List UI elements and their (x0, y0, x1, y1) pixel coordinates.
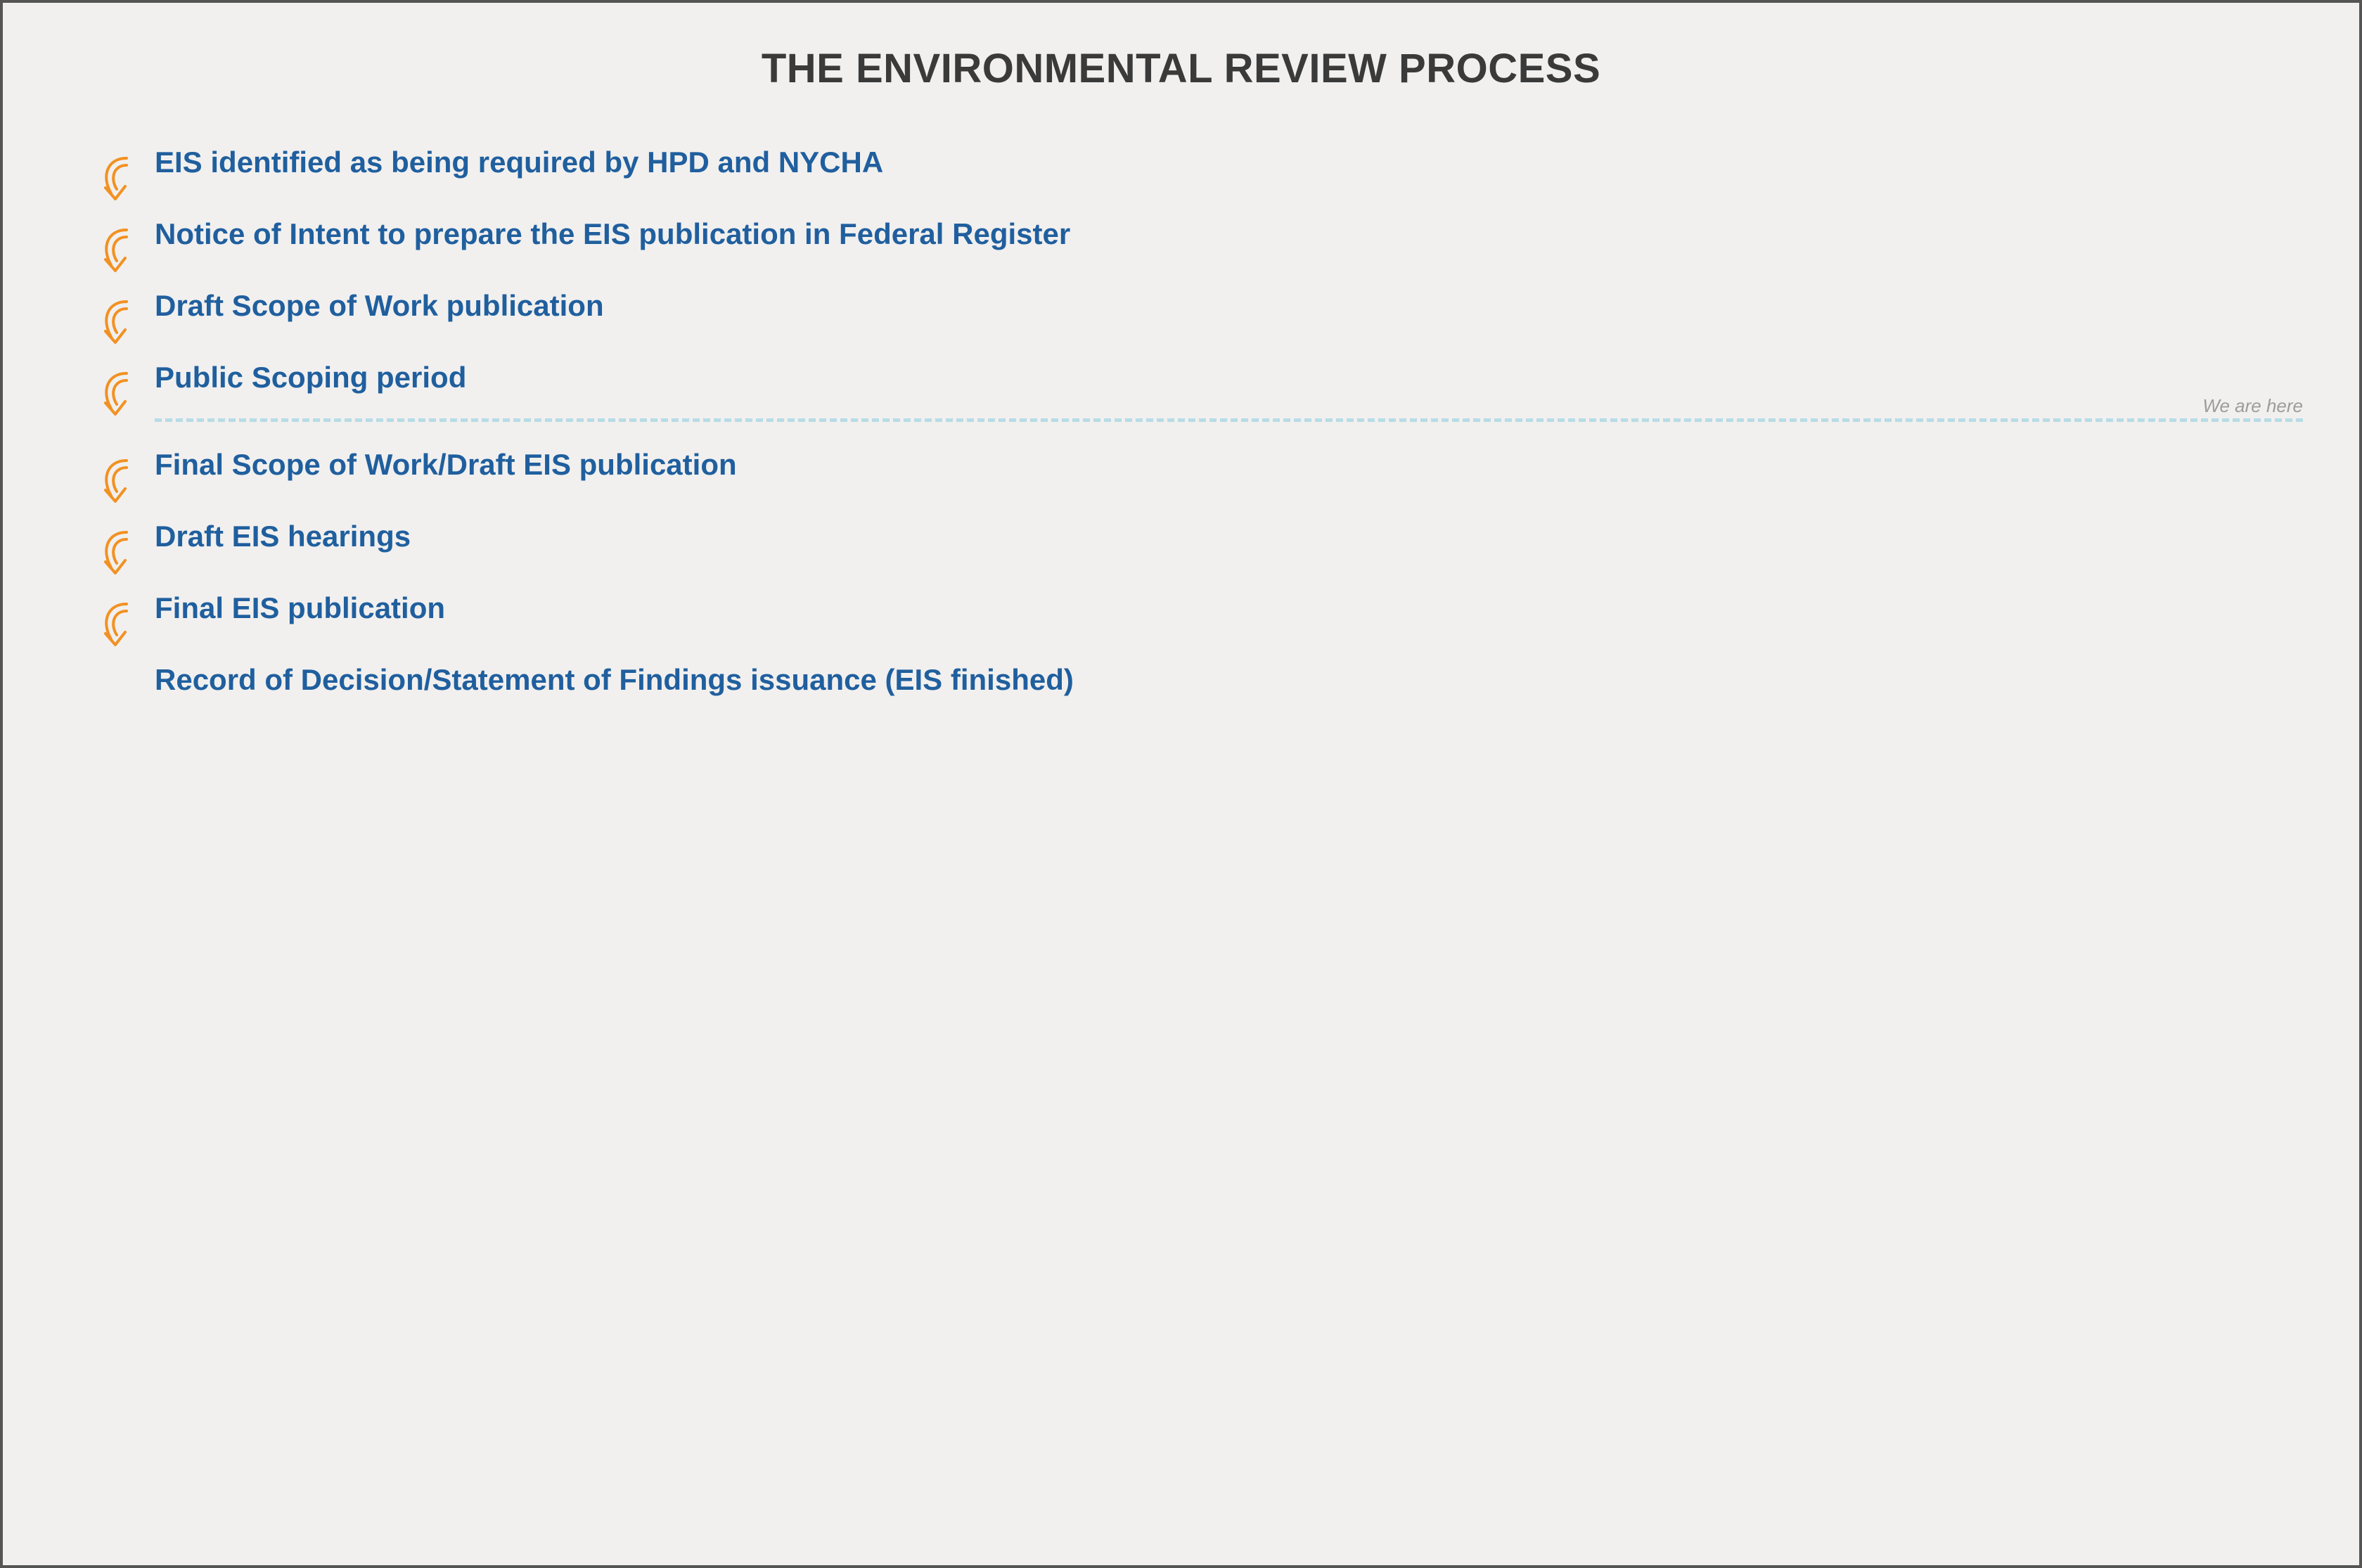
process-step: EIS identified as being required by HPD … (101, 141, 2303, 184)
process-step: Draft EIS hearings (101, 515, 2303, 558)
arrow-column (101, 356, 155, 399)
arrow-column (101, 515, 155, 558)
arrow-column (101, 659, 155, 701)
step-label: Notice of Intent to prepare the EIS publ… (155, 217, 1070, 252)
process-step: Final EIS publication (101, 587, 2303, 629)
process-step: Notice of Intent to prepare the EIS publ… (101, 213, 2303, 255)
process-step: Public Scoping period (101, 356, 2303, 399)
down-curved-arrow-icon (94, 600, 150, 656)
down-curved-arrow-icon (94, 226, 150, 282)
progress-divider: We are here (155, 418, 2303, 424)
we-are-here-label: We are here (2202, 395, 2303, 417)
page-title: THE ENVIRONMENTAL REVIEW PROCESS (59, 45, 2303, 92)
arrow-column (101, 587, 155, 629)
arrow-column (101, 444, 155, 486)
down-curved-arrow-icon (94, 528, 150, 584)
process-steps: EIS identified as being required by HPD … (101, 141, 2303, 701)
step-label: EIS identified as being required by HPD … (155, 145, 883, 180)
step-label: Record of Decision/Statement of Findings… (155, 662, 1074, 698)
arrow-column (101, 141, 155, 184)
step-label: Final EIS publication (155, 591, 445, 626)
process-step: Draft Scope of Work publication (101, 285, 2303, 327)
divider-line (155, 418, 2303, 422)
step-label: Draft EIS hearings (155, 519, 411, 554)
step-label: Draft Scope of Work publication (155, 288, 604, 323)
down-curved-arrow-icon (94, 456, 150, 513)
arrow-column (101, 213, 155, 255)
slide-frame: THE ENVIRONMENTAL REVIEW PROCESS EIS ide… (0, 0, 2362, 1568)
process-step: Final Scope of Work/Draft EIS publicatio… (101, 444, 2303, 486)
step-label: Final Scope of Work/Draft EIS publicatio… (155, 447, 737, 482)
arrow-column (101, 285, 155, 327)
down-curved-arrow-icon (94, 154, 150, 210)
down-curved-arrow-icon (94, 297, 150, 354)
step-label: Public Scoping period (155, 360, 466, 395)
process-step: Record of Decision/Statement of Findings… (101, 659, 2303, 701)
down-curved-arrow-icon (94, 369, 150, 425)
